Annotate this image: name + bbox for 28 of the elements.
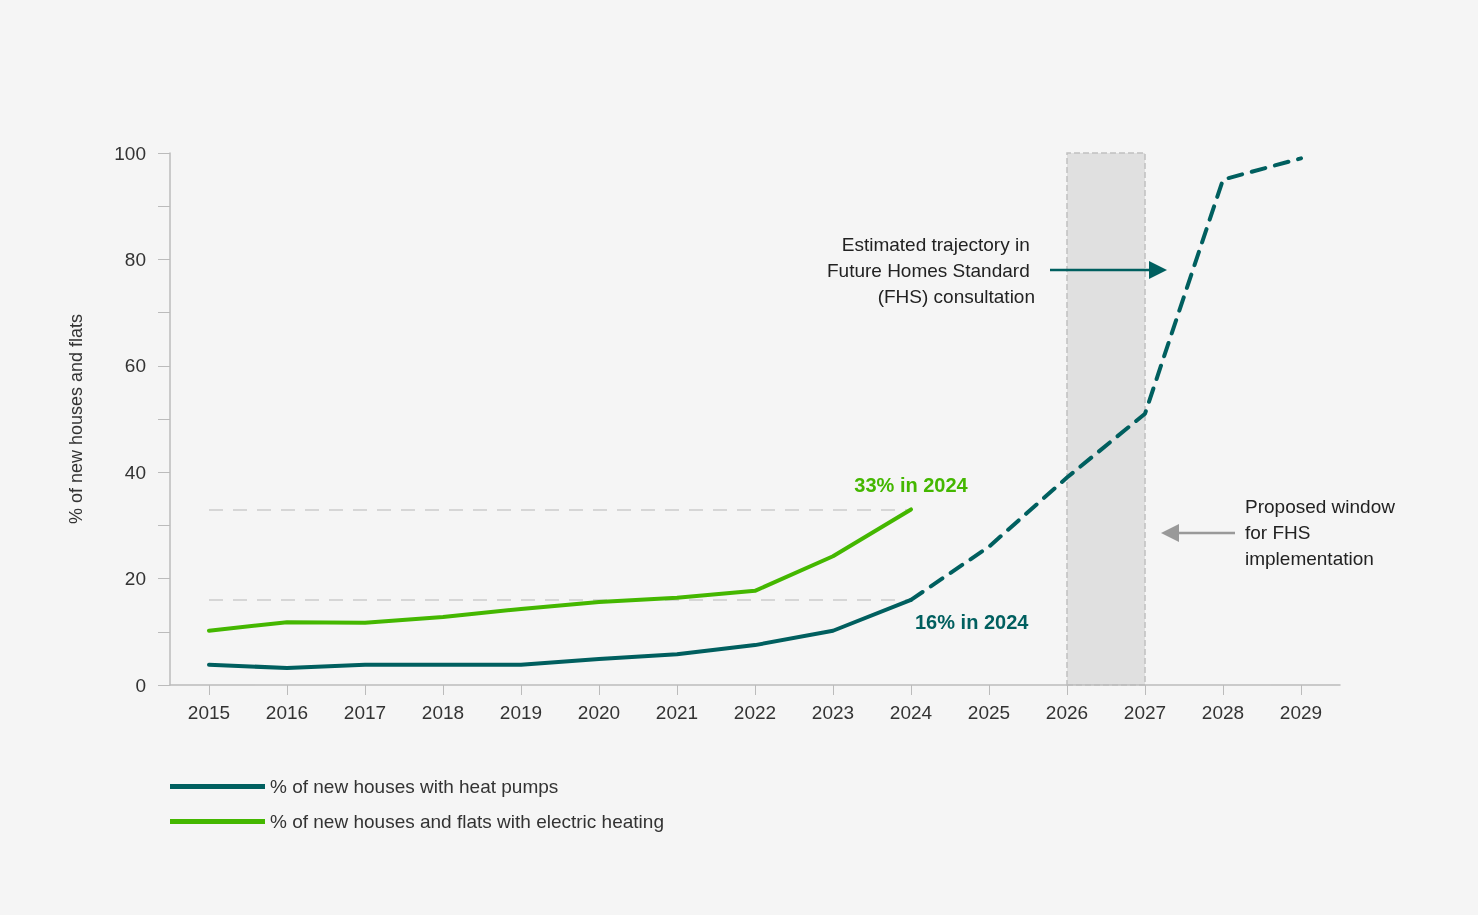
legend-label: % of new houses with heat pumps — [270, 776, 559, 797]
x-tick-label: 2018 — [421, 702, 465, 723]
x-tick-label: 2024 — [889, 702, 933, 723]
y-tick-label: 40 — [124, 461, 146, 483]
x-tick-label: 2022 — [733, 702, 777, 723]
annotation: 33% in 2024 — [854, 474, 969, 497]
x-tick-label: 2029 — [1279, 702, 1323, 723]
annotation: Proposed window for FHS implementation — [1245, 495, 1396, 571]
y-tick-label: 0 — [135, 674, 146, 696]
x-tick-label: 2020 — [577, 702, 621, 723]
x-tick-label: 2015 — [187, 702, 231, 723]
x-tick-label: 2019 — [499, 702, 543, 723]
y-axis-title: % of new houses and flats — [66, 313, 86, 525]
y-tick-label: 60 — [124, 355, 146, 377]
x-tick-label: 2017 — [343, 702, 387, 723]
y-tick-label: 80 — [124, 248, 146, 270]
annotation: 16% in 2024 — [915, 610, 1030, 633]
legend-label: % of new houses and flats with electric heating — [270, 811, 664, 832]
x-tick-label: 2021 — [655, 702, 699, 723]
y-tick-label: 100 — [114, 142, 146, 164]
x-tick-label: 2026 — [1045, 702, 1089, 723]
x-tick-label: 2025 — [967, 702, 1011, 723]
x-tick-label: 2028 — [1201, 702, 1245, 723]
annotation: Estimated trajectory in Future Homes Standard (FHS) consultation — [826, 233, 1035, 307]
x-tick-label: 2016 — [265, 702, 309, 723]
y-tick-label: 20 — [124, 568, 146, 590]
x-tick-label: 2027 — [1123, 702, 1167, 723]
x-tick-label: 2023 — [811, 702, 855, 723]
